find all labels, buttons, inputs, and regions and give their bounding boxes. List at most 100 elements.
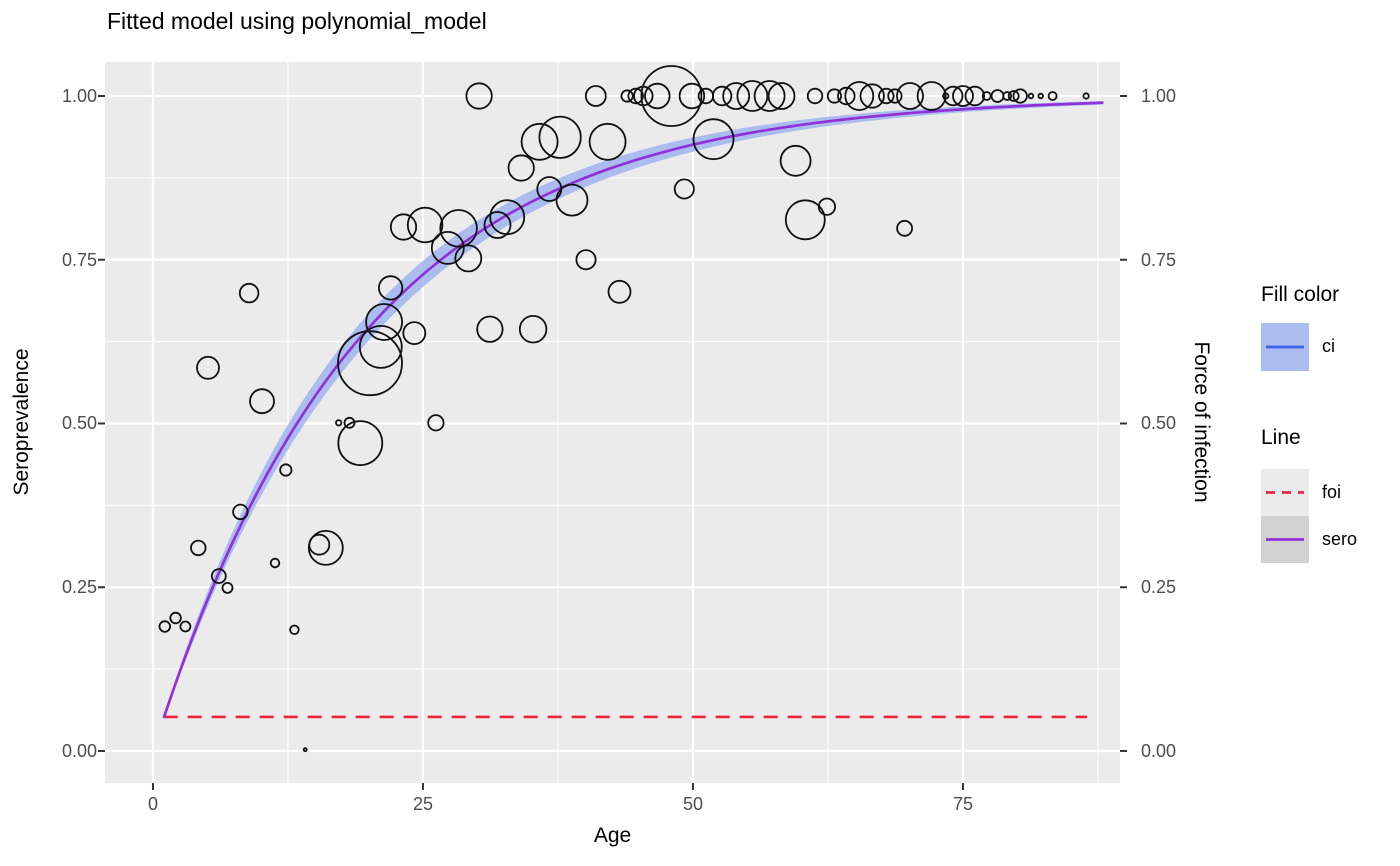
- x-axis-title: Age: [593, 824, 632, 847]
- data-bubble: [190, 539, 207, 557]
- data-bubble: [896, 219, 913, 237]
- data-bubble: [837, 86, 856, 106]
- data-bubble: [896, 82, 924, 110]
- y-right-tick-0.00: 0.00: [1141, 741, 1177, 761]
- data-bubble: [389, 213, 418, 241]
- data-bubble: [555, 183, 589, 217]
- data-bubble: [588, 122, 627, 161]
- x-tick-label-50: 50: [682, 794, 704, 814]
- data-bubble: [692, 118, 735, 161]
- data-bubble: [439, 209, 478, 248]
- y-left-tick-0.75: 0.75: [61, 250, 97, 270]
- data-bubble: [337, 420, 384, 467]
- data-bubble: [476, 315, 504, 343]
- data-bubble: [1047, 91, 1058, 101]
- data-bubble: [711, 85, 733, 107]
- data-bubble: [887, 88, 903, 104]
- x-tick-label-75: 75: [952, 794, 974, 814]
- data-bubble: [753, 80, 786, 112]
- sero-line: [162, 101, 1104, 719]
- data-bubble: [627, 87, 644, 105]
- data-bubble: [644, 82, 671, 110]
- data-bubble: [158, 620, 172, 633]
- y2-axis-title: Force of infection: [1190, 341, 1213, 503]
- data-bubble: [878, 87, 895, 105]
- data-bubble: [518, 315, 548, 344]
- data-bubble: [673, 178, 695, 200]
- data-bubble: [678, 82, 706, 110]
- data-bubble: [343, 416, 356, 429]
- data-bubble: [358, 324, 403, 369]
- data-bubble: [1027, 92, 1035, 100]
- y-axis-title: Seroprevalence: [10, 348, 33, 496]
- legend-line-title: Line: [1261, 426, 1301, 449]
- data-bubble: [249, 388, 275, 415]
- y-left-tick-1.00: 1.00: [61, 86, 97, 106]
- x-tick-label-0: 0: [147, 794, 158, 814]
- data-bubble: [402, 321, 427, 346]
- data-bubble: [430, 230, 465, 265]
- data-bubble: [1007, 90, 1020, 102]
- data-bubble: [844, 81, 875, 111]
- y-right-tick-0.25: 0.25: [1141, 577, 1177, 597]
- data-layer: [158, 65, 1104, 753]
- data-bubble: [607, 279, 632, 304]
- data-bubble: [169, 611, 182, 625]
- data-bubble: [942, 92, 950, 100]
- data-bubble: [377, 275, 404, 301]
- chart-title: Fitted model using polynomial_model: [107, 8, 487, 34]
- data-bubble: [1002, 91, 1013, 101]
- data-bubble: [465, 82, 493, 110]
- data-bubble: [817, 197, 837, 216]
- data-bubble: [538, 115, 582, 159]
- legend-fill-title: Fill color: [1261, 283, 1340, 306]
- data-bubble: [1082, 92, 1090, 100]
- data-bubble: [269, 557, 281, 569]
- data-bubble: [427, 414, 445, 432]
- data-bubble: [575, 249, 597, 271]
- data-bubble: [302, 747, 308, 753]
- data-bubble: [232, 503, 249, 521]
- data-bubble: [335, 419, 343, 427]
- data-bubble: [196, 355, 220, 380]
- data-bubble: [620, 89, 634, 103]
- data-bubble: [454, 244, 483, 273]
- legend-label-ci: ci: [1322, 336, 1335, 356]
- data-bubble: [406, 206, 444, 244]
- data-bubble: [179, 620, 192, 633]
- y-left-tick-0.25: 0.25: [61, 577, 97, 597]
- y-left-tick-0.50: 0.50: [61, 413, 97, 433]
- data-bubble: [238, 282, 260, 304]
- data-bubble: [964, 85, 986, 107]
- data-bubble: [365, 303, 404, 341]
- data-bubble: [489, 199, 526, 236]
- data-bubble: [916, 81, 947, 111]
- data-bubble: [952, 85, 974, 107]
- data-bubble: [584, 85, 607, 107]
- y-right-tick-1.00: 1.00: [1141, 86, 1177, 106]
- data-bubble: [483, 211, 512, 239]
- legend-label-sero: sero: [1322, 529, 1358, 549]
- legend-label-foi: foi: [1322, 482, 1342, 502]
- data-bubble: [784, 199, 826, 241]
- data-bubble: [767, 82, 796, 110]
- data-bubble: [289, 624, 300, 636]
- data-bubble: [221, 582, 234, 594]
- data-bubble: [307, 530, 344, 566]
- data-bubble: [507, 154, 535, 182]
- y-right-tick-0.75: 0.75: [1141, 250, 1177, 270]
- data-bubble: [779, 144, 812, 177]
- data-bubble: [943, 85, 964, 107]
- y-left-tick-0.00: 0.00: [61, 741, 97, 761]
- data-bubble: [1012, 88, 1028, 104]
- y-right-tick-0.50: 0.50: [1141, 413, 1177, 433]
- data-bubble: [722, 82, 751, 110]
- x-tick-label-25: 25: [412, 794, 434, 814]
- data-bubble: [1037, 92, 1044, 100]
- data-bubble: [279, 463, 293, 477]
- data-bubble: [826, 88, 843, 104]
- data-bubble: [859, 83, 885, 109]
- data-bubble: [210, 568, 227, 584]
